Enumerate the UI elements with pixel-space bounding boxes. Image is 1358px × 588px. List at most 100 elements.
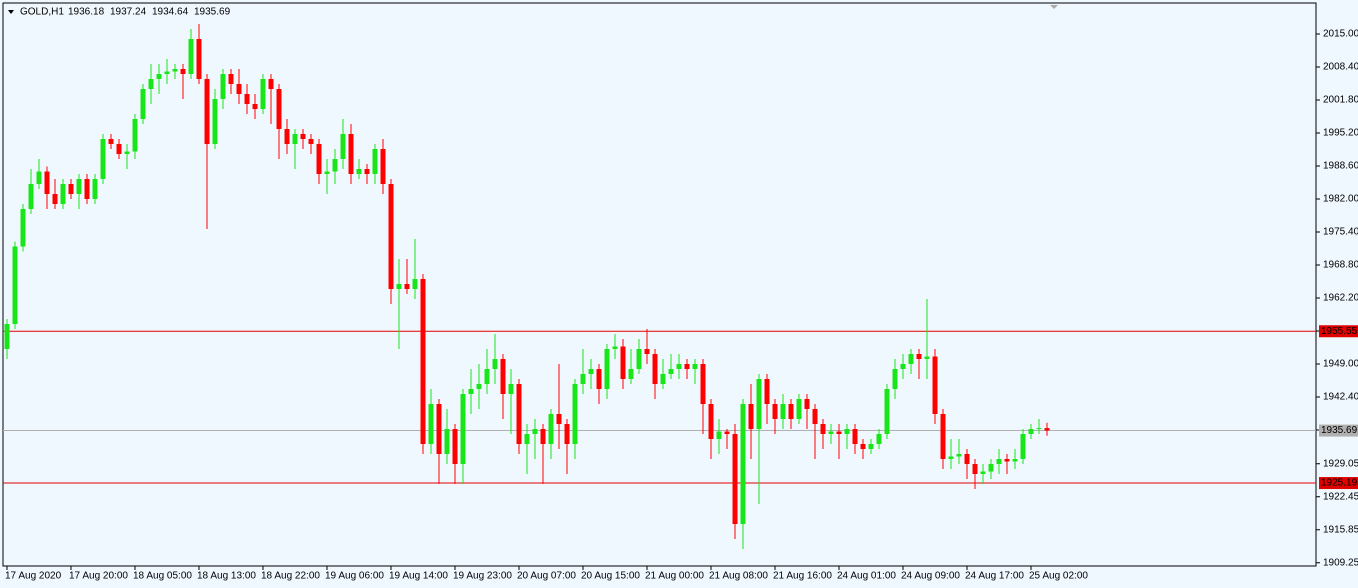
candle-body (572, 384, 578, 444)
candle-body (84, 179, 90, 199)
candle-body (876, 434, 882, 444)
candle-body (1044, 428, 1050, 431)
candle-body (436, 404, 442, 454)
candle-body (972, 464, 978, 474)
candle-body (556, 414, 562, 424)
candle-body (492, 359, 498, 369)
candle-body (668, 369, 674, 374)
candle-body (748, 404, 754, 429)
x-tick-label: 25 Aug 02:00 (1029, 571, 1088, 582)
level-line-label: 1925.19 (1321, 478, 1358, 489)
y-tick-label: 2001.80 (1323, 95, 1358, 106)
candle-body (44, 171, 50, 194)
candle-body (372, 149, 378, 174)
candle-body (228, 74, 234, 84)
candle-body (820, 424, 826, 434)
candle-body (460, 394, 466, 464)
plot-frame (2, 2, 1317, 567)
candle-body (332, 159, 338, 172)
candle-body (628, 369, 634, 379)
level-line-label-bg (1319, 477, 1358, 490)
candle-body (164, 71, 170, 74)
x-tick-label: 19 Aug 06:00 (325, 571, 384, 582)
candle-body (644, 349, 650, 354)
candle-body (76, 179, 82, 194)
candle-body (100, 139, 106, 179)
candle-body (780, 404, 786, 419)
candle-body (508, 384, 514, 394)
menu-arrow[interactable] (8, 10, 14, 14)
bar-low: 1934.64 (152, 7, 189, 18)
candle-body (1020, 434, 1026, 459)
candle-body (196, 39, 202, 79)
y-tick-label: 2008.40 (1323, 62, 1358, 73)
candle-body (684, 364, 690, 369)
candle-body (36, 171, 42, 184)
x-tick-label: 17 Aug 20:00 (69, 571, 128, 582)
candle-body (868, 444, 874, 449)
symbol: GOLD,H1 (20, 7, 64, 18)
candle-body (580, 374, 586, 384)
candle-body (828, 431, 834, 434)
candle-body (108, 139, 114, 144)
x-tick-label: 17 Aug 2020 (5, 571, 62, 582)
candle-body (884, 389, 890, 434)
candle-body (1036, 428, 1042, 430)
candle-body (604, 349, 610, 389)
x-tick-label: 18 Aug 05:00 (133, 571, 192, 582)
candle-body (588, 369, 594, 374)
candle-body (540, 429, 546, 444)
x-tick-label: 24 Aug 01:00 (837, 571, 896, 582)
candle-body (860, 444, 866, 449)
candle-body (284, 129, 290, 144)
candle-body (804, 399, 810, 409)
candle-body (772, 404, 778, 419)
candle-body (260, 79, 266, 109)
candle-body (788, 404, 794, 419)
bar-open: 1936.18 (68, 7, 105, 18)
candle-body (220, 74, 226, 99)
x-tick-label: 21 Aug 00:00 (645, 571, 704, 582)
candle-body (292, 134, 298, 144)
candle-body (740, 404, 746, 524)
candle-body (836, 431, 842, 434)
candle-body (444, 429, 450, 454)
candle-body (212, 99, 218, 144)
candle-body (764, 379, 770, 404)
candle-body (620, 346, 626, 379)
y-tick-label: 1949.00 (1323, 359, 1358, 370)
candle-body (92, 179, 98, 199)
candle-body (796, 399, 802, 419)
candle-body (12, 246, 18, 324)
x-tick-label: 21 Aug 08:00 (709, 571, 768, 582)
candle-body (412, 279, 418, 289)
candle-body (940, 414, 946, 459)
y-tick-label: 1975.40 (1323, 227, 1358, 238)
candle-body (188, 39, 194, 74)
x-tick-label: 19 Aug 23:00 (453, 571, 512, 582)
candle-body (932, 356, 938, 414)
candle-body (396, 284, 402, 289)
candle-body (996, 459, 1002, 464)
candle-body (892, 369, 898, 389)
candle-body (316, 144, 322, 174)
candle-body (812, 409, 818, 424)
y-tick-label: 1909.25 (1323, 557, 1358, 568)
candle-body (924, 356, 930, 359)
candle-body (948, 456, 954, 459)
candle-body (700, 364, 706, 404)
candle-body (356, 169, 362, 174)
y-tick-label: 1915.85 (1323, 524, 1358, 535)
candle-body (364, 169, 370, 174)
candle-body (1012, 459, 1018, 462)
candle-body (20, 209, 26, 247)
x-tick-label: 20 Aug 07:00 (517, 571, 576, 582)
candle-body (708, 404, 714, 439)
candle-body (60, 184, 66, 204)
candle-body (268, 79, 274, 89)
candle-body (756, 379, 762, 429)
x-tick-label: 21 Aug 16:00 (773, 571, 832, 582)
candle-body (452, 429, 458, 464)
candle-body (388, 184, 394, 289)
